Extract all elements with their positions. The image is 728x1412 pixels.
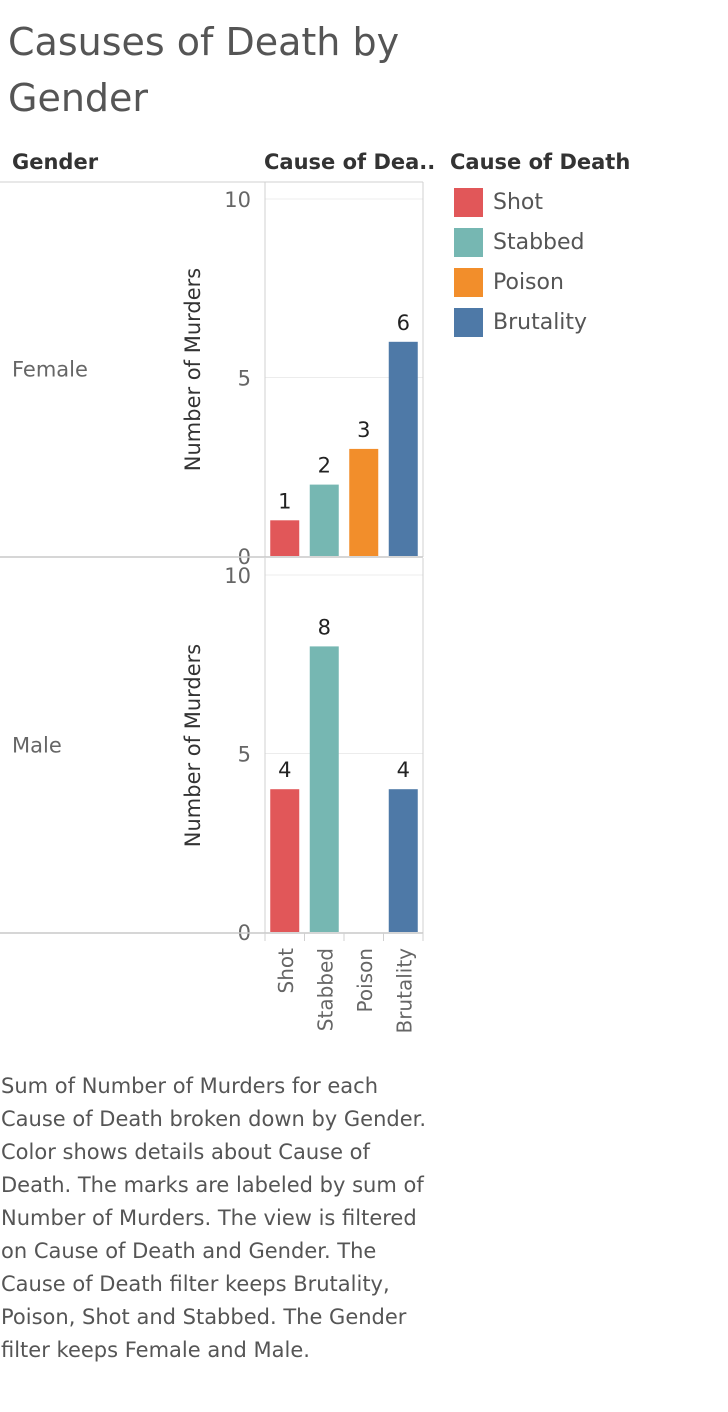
row-label-male: Male — [12, 734, 62, 758]
y-tick-label: 5 — [238, 367, 251, 391]
bar-female-poison — [349, 448, 379, 556]
x-tick-label: Stabbed — [313, 948, 337, 1031]
legend-label-poison: Poison — [493, 269, 564, 295]
x-tick-label: Shot — [274, 948, 298, 994]
legend-label-brutality: Brutality — [493, 309, 588, 335]
y-axis-title: Number of Murders — [181, 268, 205, 471]
bar-female-brutality — [388, 341, 418, 556]
row-label-female: Female — [12, 358, 88, 382]
y-tick-label: 10 — [224, 188, 251, 212]
chart-caption: Sum of Number of Murders for each Cause … — [1, 1074, 427, 1362]
bar-male-shot — [270, 789, 300, 932]
color-legend: Cause of Death Shot Stabbed Poison Bruta… — [450, 150, 630, 342]
legend-label-shot: Shot — [493, 189, 543, 215]
bar-female-shot — [270, 520, 300, 556]
x-tick-label: Brutality — [392, 948, 416, 1034]
data-label: 8 — [318, 615, 331, 639]
row-dimension-header[interactable]: Gender — [12, 150, 99, 174]
bar-male-brutality — [388, 789, 418, 932]
data-label: 6 — [397, 311, 410, 335]
legend-swatch-poison — [454, 267, 483, 297]
column-dimension-header[interactable]: Cause of Dea.. — [264, 150, 436, 174]
legend-swatch-stabbed — [454, 227, 483, 257]
legend-item-stabbed[interactable]: Stabbed — [450, 222, 630, 262]
data-label: 2 — [318, 454, 331, 478]
legend-swatch-shot — [454, 187, 483, 217]
legend-item-brutality[interactable]: Brutality — [450, 302, 630, 342]
data-label: 1 — [278, 489, 291, 513]
legend-item-shot[interactable]: Shot — [450, 182, 630, 222]
legend-title: Cause of Death — [450, 150, 631, 174]
y-tick-label: 5 — [238, 743, 251, 767]
data-label: 3 — [357, 418, 370, 442]
data-label: 4 — [397, 758, 410, 782]
legend-item-poison[interactable]: Poison — [450, 262, 630, 302]
bar-male-stabbed — [309, 646, 339, 932]
x-tick-label: Poison — [353, 948, 377, 1012]
legend-swatch-brutality — [454, 307, 483, 337]
bar-female-stabbed — [309, 484, 339, 556]
data-label: 4 — [278, 758, 291, 782]
y-axis-title: Number of Murders — [181, 644, 205, 847]
y-tick-label: 10 — [224, 564, 251, 588]
legend-label-stabbed: Stabbed — [493, 229, 585, 255]
chart-title: Casuses of Death by Gender — [8, 20, 400, 120]
